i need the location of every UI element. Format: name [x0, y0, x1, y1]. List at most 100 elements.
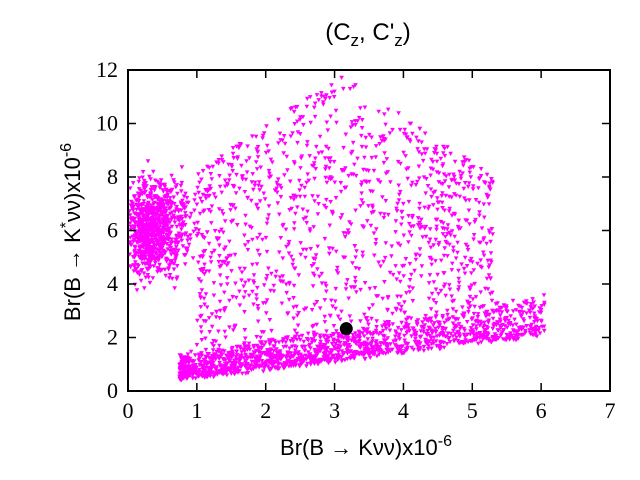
scatter-point: [161, 248, 166, 254]
scatter-point: [169, 259, 175, 264]
scatter-point: [341, 86, 346, 92]
scatter-point: [199, 199, 205, 205]
scatter-point: [413, 183, 419, 188]
scatter-point: [434, 310, 439, 315]
scatter-point: [401, 150, 406, 155]
scatter-point: [261, 131, 267, 136]
scatter-point: [383, 351, 388, 356]
scatter-point: [310, 284, 316, 289]
scatter-point: [233, 281, 238, 286]
scatter-point: [324, 120, 330, 125]
scatter-point: [199, 177, 204, 182]
scatter-point: [312, 302, 317, 307]
scatter-point: [413, 336, 418, 342]
scatter-point: [147, 249, 153, 254]
scatter-point: [239, 353, 244, 358]
scatter-point: [129, 204, 135, 210]
scatter-point: [206, 360, 211, 365]
scatter-point: [381, 215, 387, 221]
scatter-point: [347, 220, 352, 225]
scatter-point: [157, 262, 162, 268]
scatter-point: [427, 273, 433, 278]
scatter-point: [381, 259, 386, 264]
scatter-point: [156, 268, 162, 273]
scatter-point: [313, 253, 319, 258]
scatter-point: [127, 240, 133, 245]
scatter-point: [295, 119, 300, 124]
scatter-point: [146, 263, 152, 268]
scatter-point: [310, 271, 316, 276]
scatter-point: [468, 329, 473, 334]
scatter-point: [433, 330, 439, 335]
scatter-point: [470, 187, 476, 192]
scatter-point: [442, 153, 448, 159]
scatter-point: [286, 239, 292, 245]
scatter-point: [387, 131, 393, 136]
scatter-point: [234, 295, 239, 300]
scatter-point: [248, 363, 254, 368]
scatter-point: [258, 346, 264, 351]
scatter-point: [127, 186, 133, 191]
scatter-point: [330, 304, 335, 309]
scatter-point: [396, 271, 402, 276]
scatter-point: [229, 353, 235, 358]
scatter-point: [426, 296, 432, 301]
scatter-point: [313, 167, 318, 172]
scatter-point: [363, 316, 369, 321]
scatter-point: [440, 232, 446, 237]
scatter-point: [275, 201, 281, 206]
scatter-point: [350, 261, 355, 266]
scatter-point: [281, 151, 286, 156]
scatter-point: [335, 314, 341, 319]
scatter-point: [385, 107, 391, 112]
scatter-point: [224, 373, 230, 378]
scatter-point: [485, 287, 491, 292]
scatter-point: [148, 188, 154, 193]
scatter-point: [239, 270, 245, 275]
scatter-point: [166, 237, 172, 242]
scatter-point: [395, 351, 400, 356]
scatter-point: [195, 231, 201, 237]
scatter-point: [332, 180, 338, 185]
scatter-point: [180, 369, 186, 374]
scatter-point: [470, 328, 476, 333]
scatter-point: [395, 344, 400, 350]
scatter-point: [327, 166, 332, 171]
scatter-point: [488, 276, 493, 281]
scatter-point: [163, 208, 169, 213]
scatter-point: [217, 360, 222, 366]
scatter-point: [512, 317, 517, 322]
scatter-point: [513, 308, 519, 313]
scatter-point: [333, 299, 338, 304]
scatter-point: [302, 194, 308, 199]
scatter-point: [340, 352, 346, 357]
scatter-point: [417, 201, 422, 206]
scatter-point: [511, 336, 516, 341]
scatter-point: [233, 206, 238, 211]
scatter-point: [140, 242, 146, 247]
scatter-point: [538, 310, 544, 315]
scatter-point: [312, 105, 317, 110]
scatter-point: [441, 151, 446, 156]
scatter-point: [429, 346, 434, 351]
scatter-point: [440, 313, 445, 319]
scatter-point: [287, 346, 292, 351]
scatter-point: [386, 324, 392, 329]
scatter-point: [360, 118, 365, 123]
scatter-point: [299, 333, 305, 338]
scatter-point: [402, 127, 408, 132]
scatter-point: [465, 301, 471, 306]
scatter-point: [276, 366, 281, 372]
scatter-point: [163, 273, 168, 278]
scatter-point: [433, 259, 438, 264]
scatter-point: [147, 255, 152, 260]
scatter-point: [154, 221, 160, 226]
scatter-point: [341, 145, 346, 151]
scatter-point: [346, 350, 352, 355]
scatter-point: [376, 109, 381, 114]
scatter-point: [205, 189, 210, 194]
scatter-point: [474, 331, 480, 336]
scatter-point: [377, 180, 383, 185]
scatter-point: [446, 185, 452, 190]
scatter-point: [137, 227, 142, 232]
